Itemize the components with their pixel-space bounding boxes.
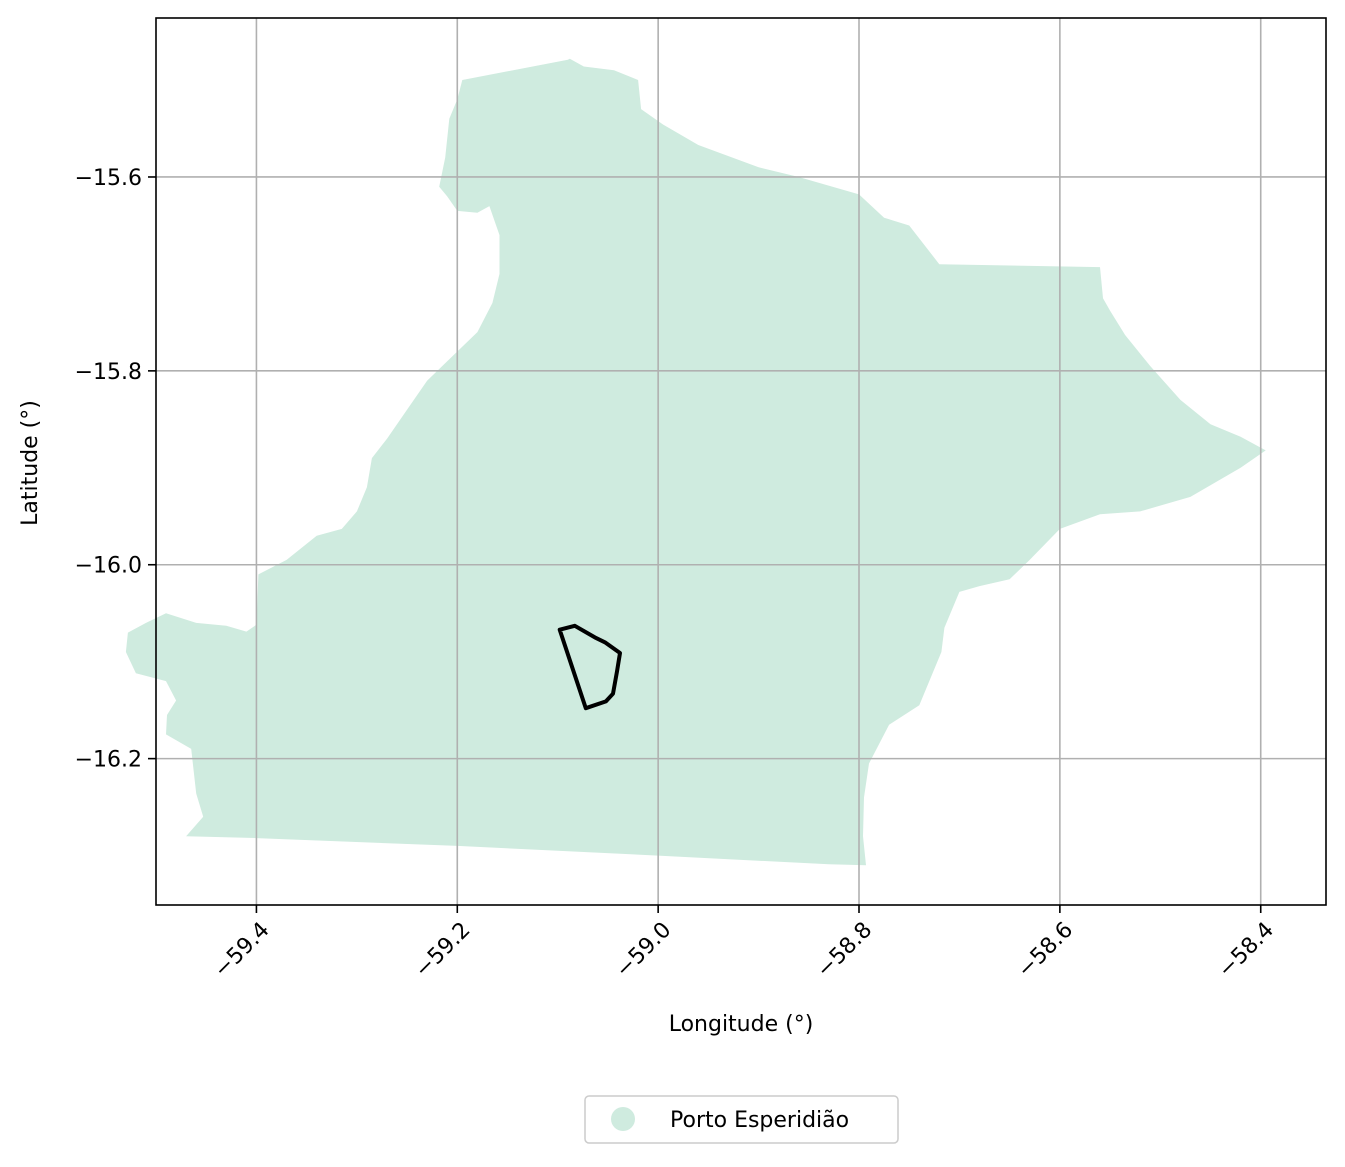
region-layer [125, 58, 1266, 866]
legend-marker-porto-esperidiao [611, 1107, 635, 1131]
municipality-polygon [125, 58, 1266, 866]
legend: Porto Esperidião [584, 1095, 899, 1144]
x-axis-label: Longitude (°) [669, 1012, 814, 1037]
highlight-layer [557, 623, 622, 711]
y-tick-label-3: −16.2 [75, 748, 142, 773]
y-axis-label: Latitude (°) [18, 400, 43, 526]
y-axis-ticks: −15.6 −15.8 −16.0 −16.2 [75, 166, 156, 773]
axes-border [155, 17, 1327, 906]
y-tick-label-0: −15.6 [75, 166, 142, 191]
highlight-area-outline [557, 623, 622, 711]
legend-box [584, 1095, 899, 1144]
legend-label-porto-esperidiao: Porto Esperidião [670, 1108, 849, 1133]
y-tick-label-1: −15.8 [75, 360, 142, 385]
gridlines [156, 18, 1326, 905]
y-tick-label-2: −16.0 [75, 554, 142, 579]
axes-frame [155, 17, 1327, 906]
